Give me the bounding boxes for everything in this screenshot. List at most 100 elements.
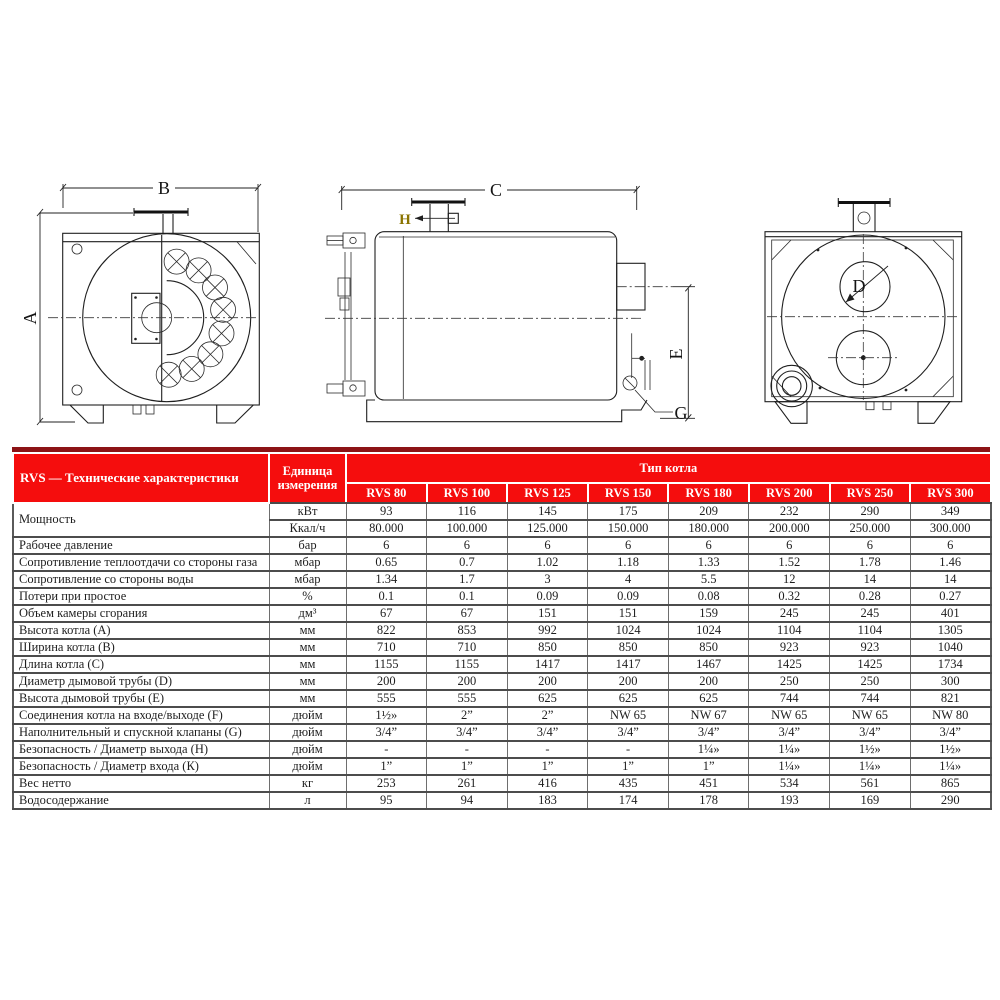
spec-row: Безопасность / Диаметр выхода (H) дюйм - - -… [12,740,992,759]
value-cell: 923 [829,638,911,657]
value-cell: 209 [667,502,750,521]
value-cell: 1104 [829,621,911,640]
value-cell: 451 [667,774,750,793]
row-label: Сопротивление со стороны воды [12,570,270,589]
value-cell: 3/4” [426,723,508,742]
value-cell: 1305 [909,621,992,640]
value-cell: 6 [587,536,669,555]
value-cell: 1734 [909,655,992,674]
value-cell: 555 [345,689,428,708]
value-cell: 625 [506,689,589,708]
row-label: Высота дымовой трубы (E) [12,689,270,708]
value-cell: 1.78 [829,553,911,572]
value-cell: 1¼» [829,757,911,776]
value-cell: 178 [667,791,750,810]
dim-label-h: H [399,212,411,228]
value-cell: 0.27 [909,587,992,606]
value-cell: 200 [345,672,428,691]
dim-label-e: E [666,349,686,360]
header-row-1: RVS — Технические характеристики Единица… [12,452,992,504]
row-unit: мм [268,621,347,640]
value-cell: 865 [909,774,992,793]
row-unit: мм [268,689,347,708]
value-cell: 1040 [909,638,992,657]
value-cell: NW 65 [587,706,669,725]
value-cell: 1.34 [345,570,428,589]
value-cell: 435 [587,774,669,793]
row-label: Диаметр дымовой трубы (D) [12,672,270,691]
value-cell: 150.000 [587,519,669,538]
row-label: Ширина котла (B) [12,638,270,657]
value-cell: 300 [909,672,992,691]
value-cell: 710 [345,638,428,657]
row-unit: дюйм [268,723,347,742]
column-header-rvs-300: RVS 300 [909,482,992,504]
value-cell: 1½» [909,740,992,759]
value-cell: 67 [345,604,428,623]
row-unit: Ккал/ч [268,519,347,538]
spec-row: Сопротивление теплоотдачи со стороны газ… [12,553,992,572]
row-label: Водосодержание [12,791,270,810]
row-label: Потери при простое [12,587,270,606]
row-unit: кВт [268,502,347,521]
value-cell: - [426,740,508,759]
value-cell: 12 [748,570,831,589]
boiler-front-view-drawing: B A [20,178,262,426]
value-cell: 853 [426,621,508,640]
value-cell: 1” [426,757,508,776]
spec-row: Ккал/ч 80.000 100.000 125.000 150.000 180.000… [13,519,992,538]
value-cell: 145 [506,502,589,521]
column-header-rvs-100: RVS 100 [425,482,509,504]
row-unit: % [268,587,347,606]
row-label: Сопротивление теплоотдачи со стороны газ… [12,553,270,572]
row-unit: дюйм [268,740,347,759]
value-cell: 1467 [667,655,750,674]
row-unit: бар [268,536,347,555]
spec-row: Высота дымовой трубы (E) мм 555 555 625 625 62… [12,689,992,708]
table-top-border [12,447,990,452]
value-cell: 1425 [748,655,831,674]
value-cell: 349 [909,502,992,521]
table-title: RVS — Технические характеристики [12,452,270,504]
value-cell: 200 [667,672,750,691]
value-cell: 0.09 [506,587,589,606]
value-cell: 1.46 [909,553,992,572]
column-header-rvs-250: RVS 250 [828,482,912,504]
flue-tube-ring [155,248,237,388]
spec-row: Соединения котла на входе/выходе (F) дюйм… [12,706,992,725]
value-cell: 3/4” [345,723,428,742]
spec-row: Наполнительный и спускной клапаны (G) дюй… [12,723,992,742]
header-row-models: RVS 80 RVS 100 RVS 125 RVS 150 RVS 180 RVS 20… [13,482,992,504]
value-cell: 200.000 [748,519,831,538]
spec-row: Ширина котла (B) мм 710 710 850 850 850 923 923 1… [12,638,992,657]
spec-row: Мощность кВт 93 116 145 175 209 232 290 349 [12,502,992,538]
value-cell: 151 [506,604,589,623]
spec-row: Рабочее давление бар 6 6 6 6 6 6 6 6 [12,536,992,555]
value-cell: 401 [909,604,992,623]
value-cell: 193 [748,791,831,810]
value-cell: 250 [748,672,831,691]
value-cell: 5.5 [667,570,750,589]
value-cell: 200 [506,672,589,691]
value-cell: 94 [426,791,508,810]
value-cell: - [506,740,589,759]
value-cell: 2” [506,706,589,725]
row-label: Безопасность / Диаметр входа (К) [12,757,270,776]
spec-table: RVS — Технические характеристики Единица… [12,452,992,810]
value-cell: 6 [829,536,911,555]
value-cell: 0.65 [345,553,428,572]
row-unit: мбар [268,570,347,589]
value-cell: 0.09 [587,587,669,606]
drain-valve [622,333,673,413]
row-unit: дюйм [268,706,347,725]
value-cell: 125.000 [506,519,589,538]
value-cell: 14 [909,570,992,589]
value-cell: 1¼» [667,740,750,759]
value-cell: 992 [506,621,589,640]
row-label: Безопасность / Диаметр выхода (H) [12,740,270,759]
value-cell: 261 [426,774,508,793]
value-cell: 0.1 [345,587,428,606]
row-unit: кг [268,774,347,793]
spec-table-container: RVS — Технические характеристики Единица… [12,447,992,810]
